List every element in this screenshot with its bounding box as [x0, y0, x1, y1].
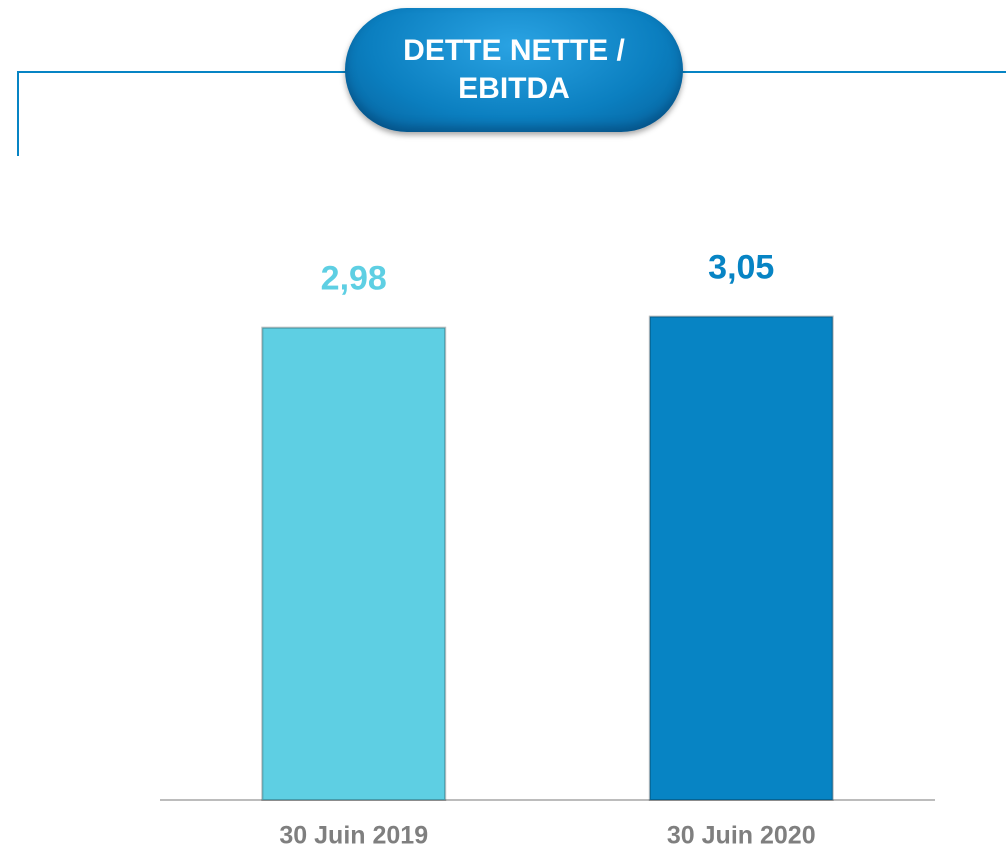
value-label: 2,98 [321, 260, 387, 298]
bar [648, 315, 834, 801]
chart-title: DETTE NETTE / EBITDA [403, 34, 625, 105]
x-tick-label: 30 Juin 2019 [279, 822, 428, 850]
bar [261, 326, 447, 801]
x-tick-label: 30 Juin 2020 [667, 822, 816, 850]
title-badge: DETTE NETTE / EBITDA [345, 8, 683, 132]
value-label: 3,05 [708, 249, 774, 287]
